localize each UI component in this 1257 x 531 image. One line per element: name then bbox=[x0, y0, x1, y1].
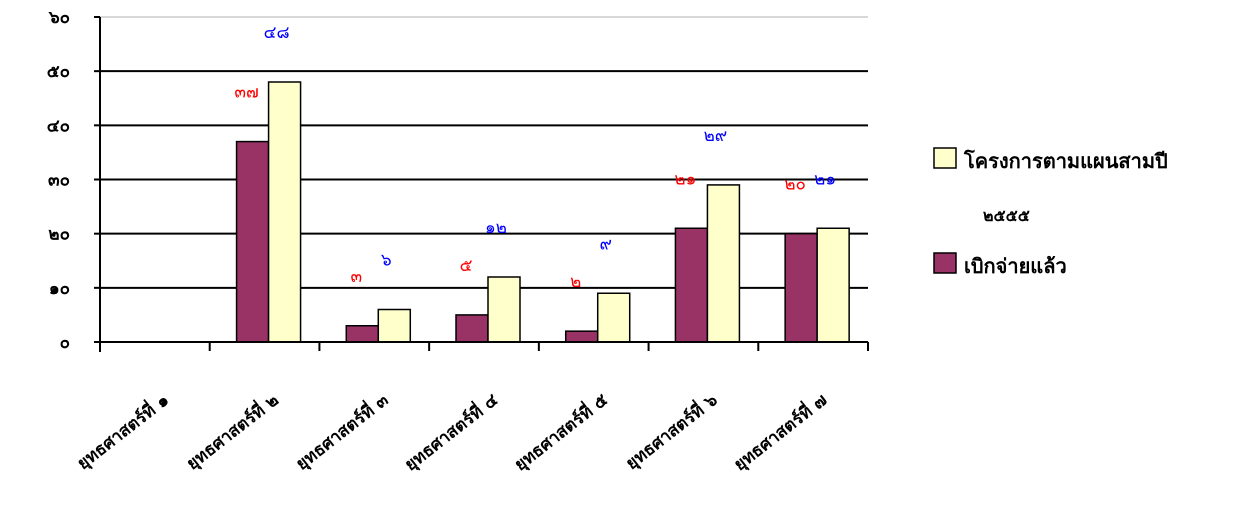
bar-disbursed bbox=[784, 232, 818, 343]
bar-planned bbox=[377, 308, 412, 343]
x-category-label: ยุทธศาสตร์ที่ ๒ bbox=[181, 388, 282, 474]
data-label-disbursed: ๓๗ bbox=[234, 83, 258, 103]
data-label-planned: ๙ bbox=[599, 234, 611, 254]
x-category-labels: ยุทธศาสตร์ที่ ๑ยุทธศาสตร์ที่ ๒ยุทธศาสตร์… bbox=[72, 388, 832, 476]
data-label-planned: ๒๑ bbox=[814, 169, 836, 189]
data-label-planned: ๖ bbox=[381, 251, 392, 271]
legend-swatch-planned bbox=[933, 147, 957, 169]
data-label-planned: ๒๙ bbox=[704, 126, 728, 146]
x-axis bbox=[94, 341, 869, 351]
y-tick-label: ๐ bbox=[60, 333, 70, 353]
x-category-label: ยุทธศาสตร์ที่ ๔ bbox=[399, 388, 502, 475]
x-category-label: ยุทธศาสตร์ที่ ๑ bbox=[72, 388, 173, 474]
x-category-label: ยุทธศาสตร์ที่ ๕ bbox=[509, 388, 612, 475]
bar-disbursed bbox=[455, 314, 489, 343]
bar-planned bbox=[267, 81, 302, 343]
legend-label-disbursed: เบิกจ่ายแล้ว bbox=[964, 254, 1067, 278]
data-label-disbursed: ๓ bbox=[350, 267, 362, 287]
data-label-disbursed: ๒๐ bbox=[784, 175, 806, 195]
x-category-label: ยุทธศาสตร์ที่ ๗ bbox=[729, 388, 832, 475]
bar-planned bbox=[816, 227, 850, 343]
y-tick-label: ๓๐ bbox=[48, 171, 70, 191]
y-tick-label: ๕๐ bbox=[47, 62, 70, 82]
x-category-label: ยุทธศาสตร์ที่ ๓ bbox=[291, 388, 393, 475]
y-tick-label: ๑๐ bbox=[49, 279, 70, 299]
y-tick-label: ๒๐ bbox=[48, 225, 70, 245]
bar-disbursed bbox=[345, 325, 380, 343]
legend: โครงการตามแผนสามปี ๒๕๕๕ เบิกจ่ายแล้ว bbox=[933, 147, 1168, 278]
y-axis-ticks: ๐ ๑๐ ๒๐ ๓๐ ๔๐ ๕๐ ๖๐ bbox=[47, 8, 101, 353]
gridlines bbox=[100, 16, 868, 289]
bar-planned bbox=[706, 184, 741, 343]
data-label-planned: ๔๘ bbox=[264, 23, 290, 43]
bar-planned bbox=[487, 276, 521, 343]
data-label-planned: ๑๒ bbox=[485, 218, 507, 238]
bar-disbursed bbox=[564, 330, 599, 343]
data-label-disbursed: ๒ bbox=[570, 272, 581, 292]
legend-label-planned-year: ๒๕๕๕ bbox=[983, 206, 1030, 225]
bar-disbursed bbox=[674, 227, 709, 343]
bar-planned bbox=[596, 292, 631, 343]
legend-swatch-disbursed bbox=[933, 252, 957, 274]
y-tick-label: ๔๐ bbox=[47, 116, 70, 136]
bar-disbursed bbox=[235, 140, 270, 343]
legend-label-planned: โครงการตามแผนสามปี bbox=[963, 149, 1168, 173]
bars bbox=[235, 81, 850, 343]
x-category-label: ยุทธศาสตร์ที่ ๖ bbox=[620, 388, 721, 474]
data-label-disbursed: ๒๑ bbox=[674, 169, 696, 189]
data-label-disbursed: ๕ bbox=[460, 256, 473, 276]
y-tick-label: ๖๐ bbox=[48, 8, 70, 28]
